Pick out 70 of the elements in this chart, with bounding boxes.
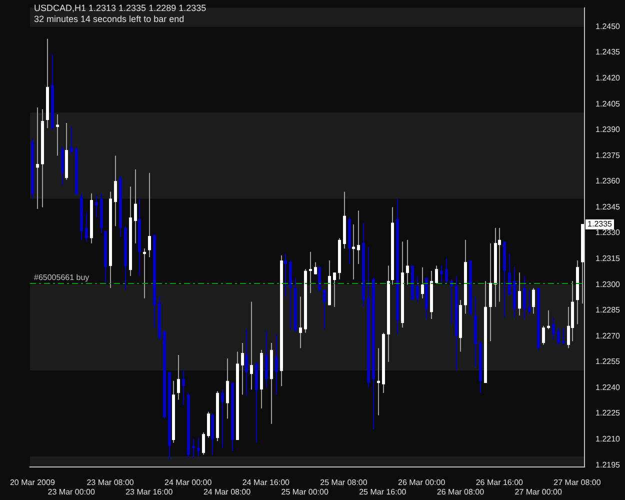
- candlestick: [357, 210, 360, 264]
- candlestick: [547, 310, 550, 330]
- y-tick-label: 1.2405: [596, 99, 621, 108]
- candlestick: [192, 438, 195, 459]
- candlestick: [114, 155, 117, 227]
- candlestick: [440, 265, 443, 284]
- y-tick-label: 1.2210: [596, 434, 621, 444]
- y-tick-label: 1.2255: [596, 357, 621, 366]
- candlestick: [528, 289, 531, 314]
- candlestick: [70, 126, 73, 154]
- x-tick-label: 25 Mar 16:00: [359, 487, 407, 496]
- chart-title: USDCAD,H1 1.2313 1.2335 1.2289 1.2335: [34, 3, 206, 14]
- candlestick: [299, 296, 302, 349]
- candlestick: [406, 239, 409, 286]
- x-tick-label: 26 Mar 00:00: [398, 478, 446, 487]
- y-tick-label: 1.2225: [596, 408, 621, 418]
- candlestick: [143, 248, 146, 299]
- y-tick-label: 1.2375: [596, 150, 621, 160]
- candlestick: [284, 253, 287, 298]
- candlestick: [498, 227, 501, 302]
- x-tick-label: 26 Mar 08:00: [436, 487, 485, 496]
- x-tick-label: 20 Mar 2009: [10, 478, 56, 487]
- y-tick-label: 1.2345: [596, 202, 621, 212]
- candlestick: [250, 301, 253, 390]
- x-tick-label: 24 Mar 00:00: [164, 478, 212, 487]
- x-tick-label: 23 Mar 16:00: [126, 487, 174, 496]
- y-tick-label: 1.2315: [596, 254, 621, 263]
- ref-line-label: #65005661 buy: [34, 273, 90, 282]
- x-tick-label: 25 Mar 00:00: [281, 487, 329, 496]
- candlestick: [226, 358, 229, 420]
- y-tick-label: 1.2390: [596, 125, 621, 134]
- candlestick: [289, 260, 292, 330]
- y-tick-label: 1.2450: [596, 22, 621, 31]
- candlestick: [309, 251, 312, 294]
- y-tick-label: 1.2360: [596, 176, 621, 186]
- candlestick: [518, 272, 521, 316]
- y-tick-label: 1.2285: [596, 306, 621, 315]
- x-tick-label: 26 Mar 16:00: [476, 478, 524, 487]
- y-tick-label: 1.2420: [596, 73, 621, 82]
- annotation: 1.2335: [588, 220, 613, 229]
- candlestick: [513, 266, 516, 318]
- candlestick: [523, 275, 526, 320]
- candlestick: [148, 172, 151, 258]
- x-tick-label: 25 Mar 08:00: [320, 478, 368, 487]
- candlestick: [182, 370, 185, 406]
- y-tick-label: 1.2300: [596, 280, 621, 289]
- candlestick: [245, 328, 248, 397]
- candlestick: [275, 334, 278, 396]
- text: 32 minutes 14 seconds left to bar end: [34, 14, 186, 25]
- candlestick: [377, 348, 380, 416]
- y-tick-label: 1.2240: [596, 382, 621, 392]
- x-tick-label: 27 Mar 00:00: [514, 487, 562, 496]
- x-tick-label: 23 Mar 08:00: [86, 478, 134, 487]
- candlestick: [197, 437, 200, 457]
- candlestick: [36, 107, 39, 210]
- candlestick: [138, 198, 141, 276]
- candlestick: [241, 342, 244, 396]
- x-tick-label: 24 Mar 16:00: [242, 478, 290, 487]
- x-tick-label: 24 Mar 08:00: [203, 487, 252, 496]
- y-tick-label: 1.2435: [596, 48, 621, 57]
- candlestick: [95, 194, 98, 218]
- y-tick-label: 1.2270: [596, 331, 621, 340]
- x-tick-label: 23 Mar 00:00: [48, 487, 96, 496]
- candlestick: [450, 278, 453, 325]
- candlestick: [177, 354, 180, 400]
- candlestick: [562, 327, 565, 346]
- candlestick: [134, 168, 137, 244]
- y-tick-label: 1.2330: [596, 228, 621, 238]
- y-tick-label: 1.2195: [596, 460, 621, 470]
- x-tick-label: 27 Mar 08:00: [554, 478, 602, 487]
